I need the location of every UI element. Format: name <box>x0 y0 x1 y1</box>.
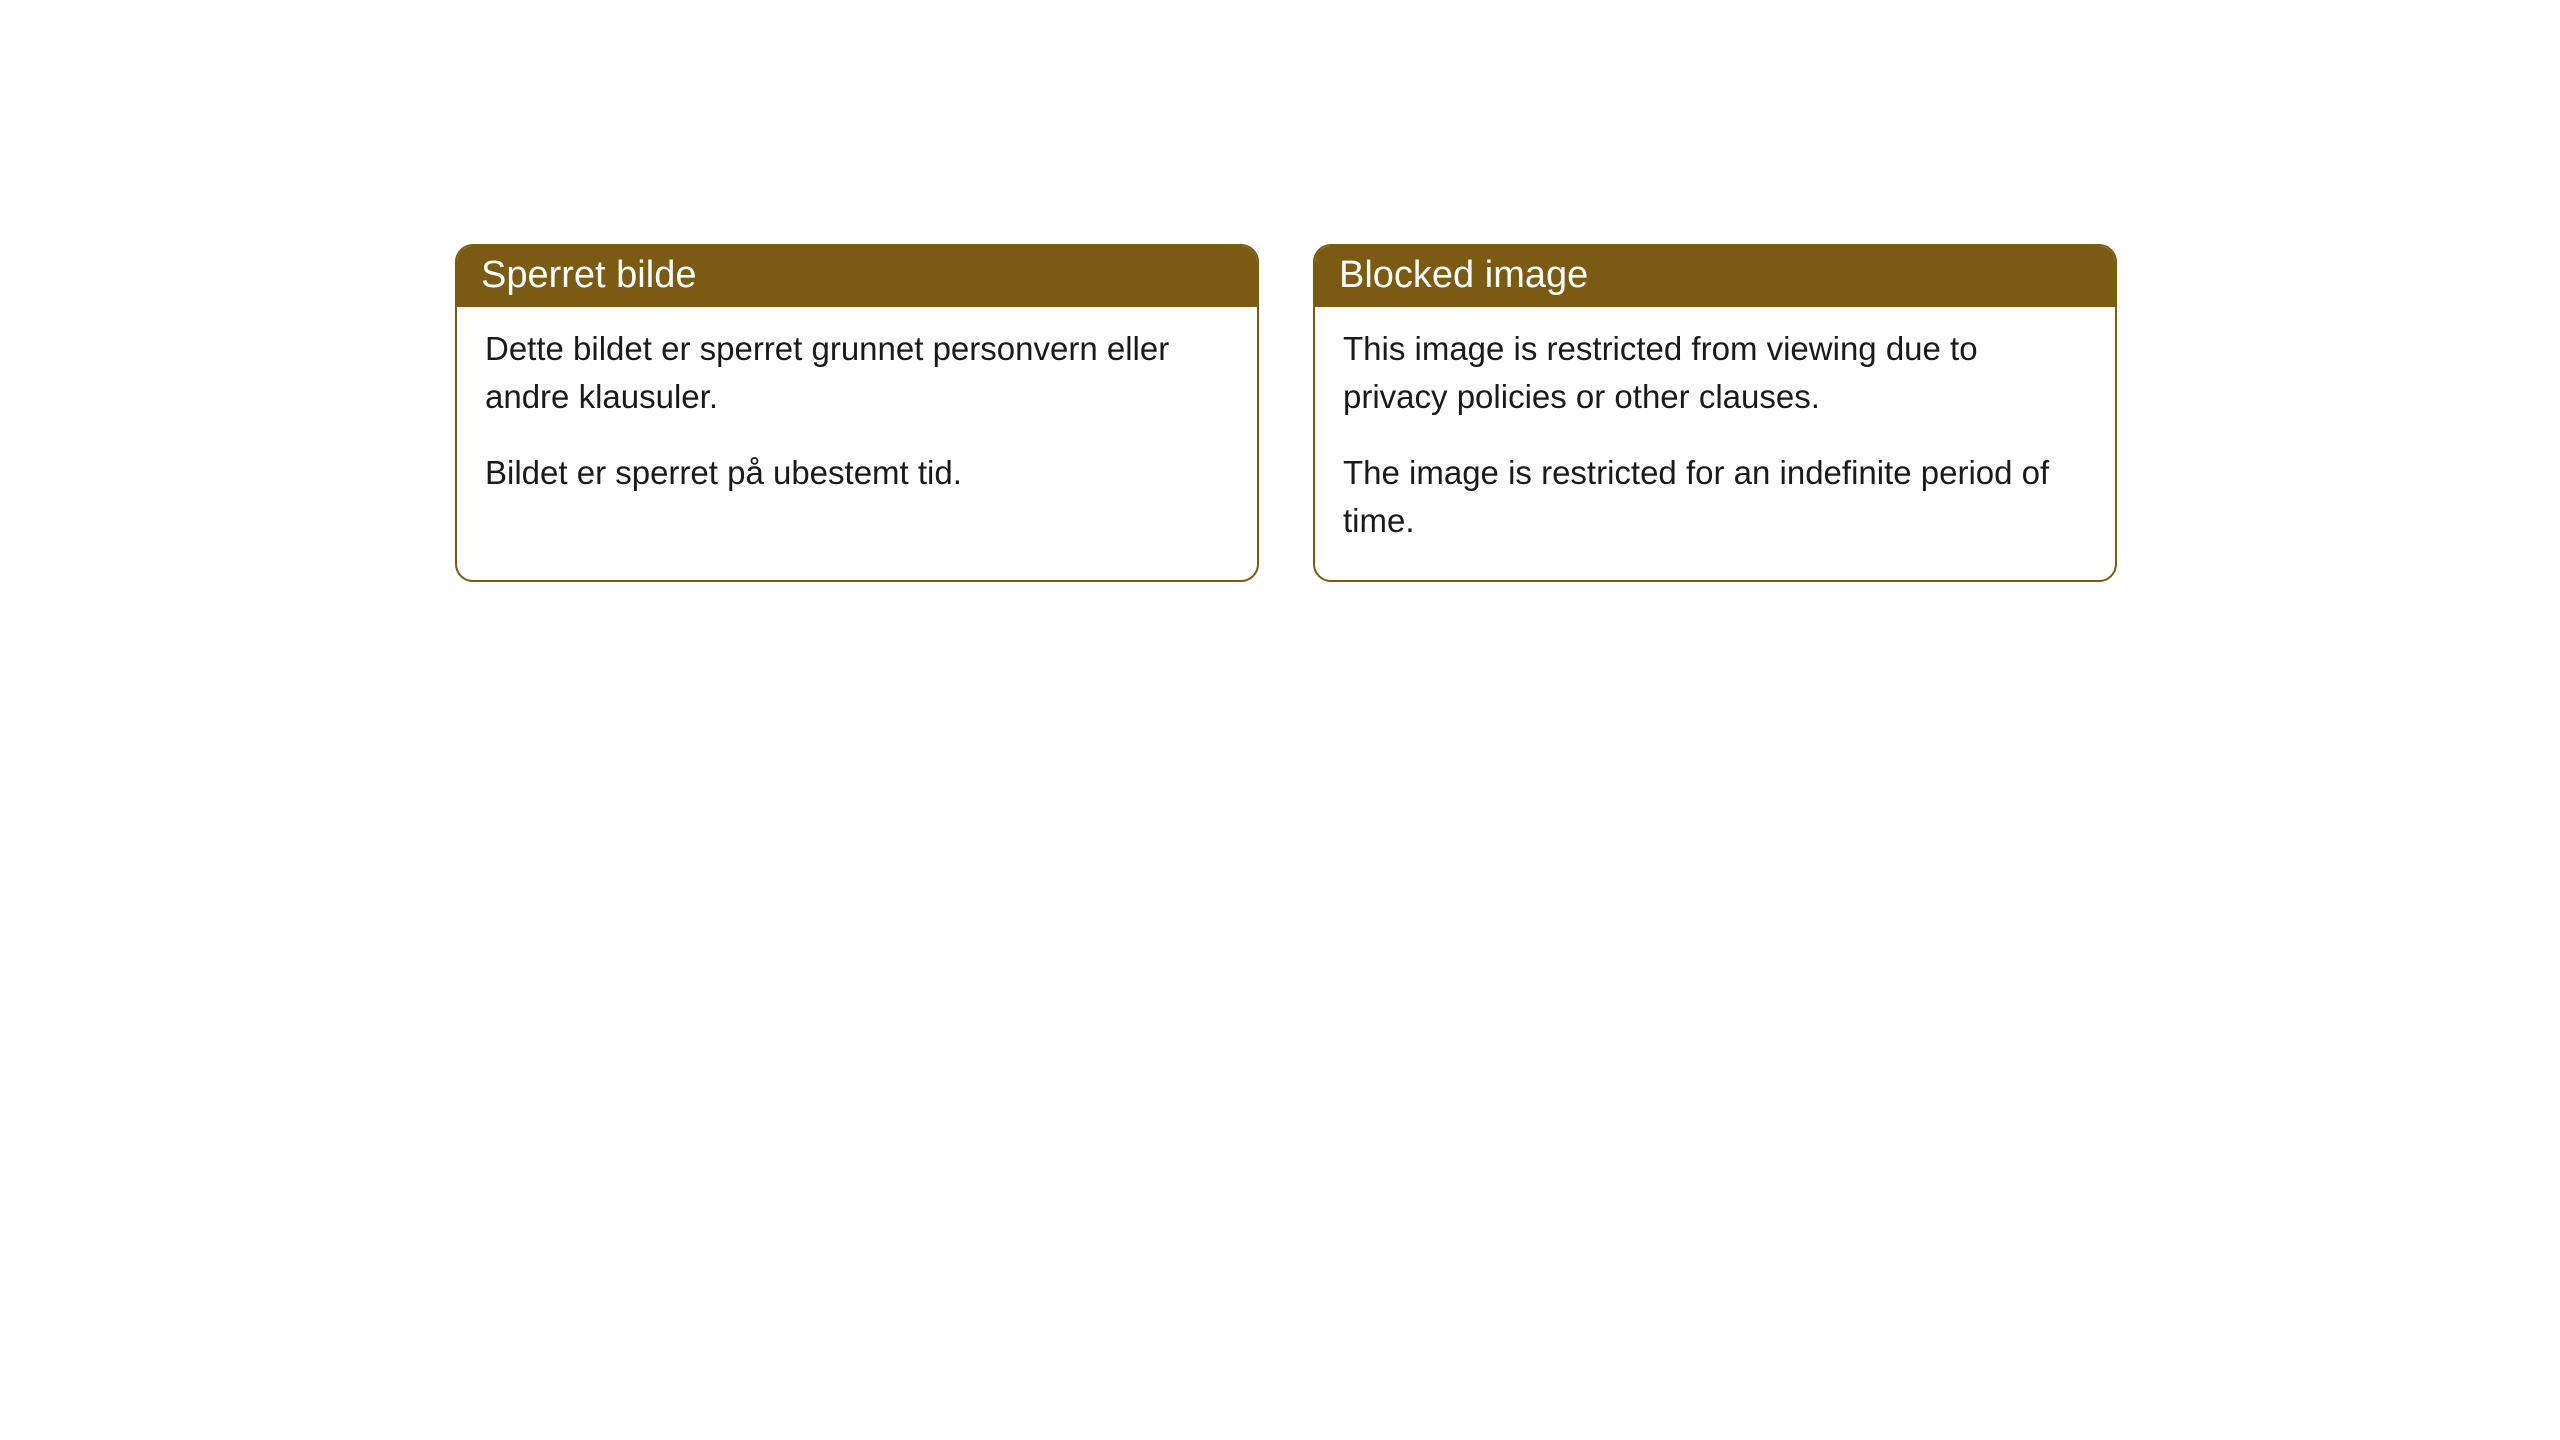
cards-container: Sperret bilde Dette bildet er sperret gr… <box>455 244 2117 582</box>
blocked-image-card-norwegian: Sperret bilde Dette bildet er sperret gr… <box>455 244 1259 582</box>
card-paragraph: Bildet er sperret på ubestemt tid. <box>485 449 1229 497</box>
card-header: Sperret bilde <box>457 246 1257 307</box>
card-body: Dette bildet er sperret grunnet personve… <box>457 307 1257 533</box>
card-paragraph: The image is restricted for an indefinit… <box>1343 449 2087 545</box>
card-title: Blocked image <box>1339 254 1588 296</box>
blocked-image-card-english: Blocked image This image is restricted f… <box>1313 244 2117 582</box>
card-paragraph: This image is restricted from viewing du… <box>1343 325 2087 421</box>
card-title: Sperret bilde <box>481 254 696 296</box>
card-header: Blocked image <box>1315 246 2115 307</box>
card-body: This image is restricted from viewing du… <box>1315 307 2115 580</box>
card-paragraph: Dette bildet er sperret grunnet personve… <box>485 325 1229 421</box>
